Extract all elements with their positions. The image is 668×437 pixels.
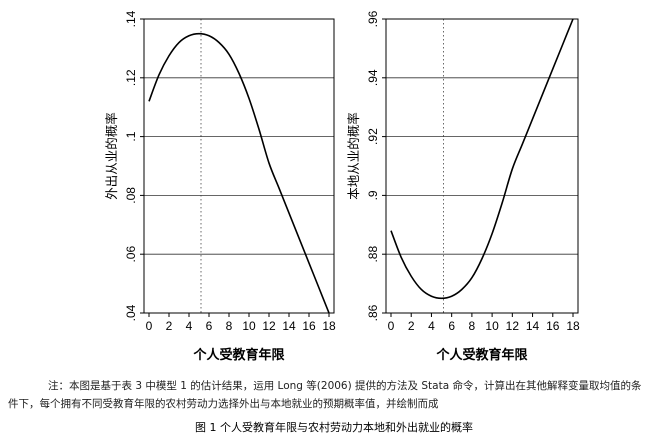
x-tick-label: 16 xyxy=(546,319,560,333)
plot-frame xyxy=(385,18,579,314)
x-tick-label: 0 xyxy=(146,319,153,333)
x-axis-title: 个人受教育年限 xyxy=(435,347,528,363)
x-tick-label: 18 xyxy=(566,319,580,333)
y-axis-title: 外出从业的概率 xyxy=(104,112,119,200)
y-tick-label: .04 xyxy=(124,304,138,321)
x-tick-label: 12 xyxy=(262,319,276,333)
y-tick-label: .94 xyxy=(366,69,380,86)
y-tick-label: .06 xyxy=(124,246,138,263)
y-tick-label: .14 xyxy=(124,10,138,27)
x-tick-label: 0 xyxy=(388,319,395,333)
figure-note-line-2: 件下，每个拥有不同受教育年限的农村劳动力选择外出与本地就业的预期概率值，并绘制而… xyxy=(8,398,439,410)
figure-caption: 图 1 个人受教育年限与农村劳动力本地和外出就业的概率 xyxy=(195,421,473,434)
y-tick-label: .96 xyxy=(366,10,380,27)
y-tick-label: .92 xyxy=(366,128,380,145)
y-tick-label: .12 xyxy=(124,69,138,86)
x-tick-label: 2 xyxy=(166,319,173,333)
x-tick-label: 8 xyxy=(226,319,233,333)
x-tick-label: 2 xyxy=(408,319,415,333)
x-axis-title: 个人受教育年限 xyxy=(192,347,285,363)
y-tick-label: .08 xyxy=(124,187,138,204)
y-tick-label: .86 xyxy=(366,304,380,321)
plot-frame xyxy=(143,18,335,314)
x-tick-label: 16 xyxy=(302,319,316,333)
x-tick-label: 14 xyxy=(526,319,540,333)
x-tick-label: 12 xyxy=(506,319,520,333)
figure: .04.06.08.1.12.140 2 4 6 8 10 12 14 16 18外出从业的概率个… xyxy=(104,10,580,363)
x-tick-label: 18 xyxy=(322,319,336,333)
x-tick-label: 8 xyxy=(469,319,476,333)
x-tick-label: 4 xyxy=(428,319,435,333)
y-tick-label: .88 xyxy=(366,246,380,263)
x-tick-label: 6 xyxy=(448,319,455,333)
figure-note-line-1: 注：本图是基于表 3 中模型 1 的估计结果，运用 Long 等(2006) 提… xyxy=(48,380,642,392)
x-tick-label: 10 xyxy=(242,319,256,333)
probability-curve xyxy=(148,32,330,314)
x-tick-label: 10 xyxy=(485,319,499,333)
y-tick-label: .1 xyxy=(124,131,138,141)
x-tick-label: 6 xyxy=(206,319,213,333)
right-plot: .86 .88 .9 .92 .94 .96 0 2 4 6 8 10 12 14 16 18 本地从业的概率个… xyxy=(346,10,580,363)
x-tick-label: 14 xyxy=(282,319,296,333)
y-axis-title: 本地从业的概率 xyxy=(346,112,361,200)
x-tick-label: 4 xyxy=(186,319,193,333)
y-tick-label: .9 xyxy=(366,190,380,200)
probability-curve xyxy=(390,18,574,300)
left-plot: .04 .06 .08 .1 .12 .14 0 2 4 6 8 10 12 14 16 18 外出从业的概率个… xyxy=(104,10,336,363)
